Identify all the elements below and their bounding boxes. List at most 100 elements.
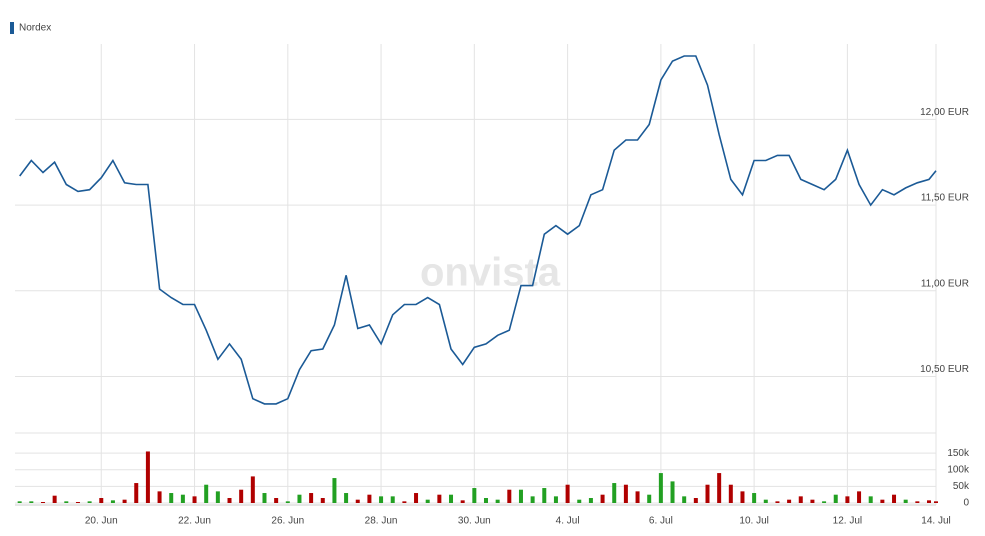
volume-bar — [588, 498, 593, 503]
volume-bar — [297, 494, 302, 503]
x-tick-label: 4. Jul — [556, 516, 580, 527]
x-tick-label: 12. Jul — [833, 516, 862, 527]
volume-bar — [402, 501, 407, 503]
volume-bar — [425, 499, 430, 503]
volume-bar — [122, 499, 127, 503]
volume-bar — [40, 502, 45, 503]
volume-bar — [647, 494, 652, 503]
volume-bar — [145, 451, 150, 503]
volume-bar — [822, 501, 827, 503]
volume-bar — [344, 493, 349, 503]
volume-bar — [553, 496, 558, 503]
volume-bar — [810, 499, 815, 503]
volume-bar — [752, 493, 757, 503]
volume-bar — [542, 488, 547, 503]
volume-bar — [367, 494, 372, 503]
x-tick-label: 30. Jun — [458, 516, 491, 527]
volume-bar — [29, 501, 34, 503]
x-tick-label: 22. Jun — [178, 516, 211, 527]
volume-bar — [705, 484, 710, 503]
y-tick-label: 10,50 EUR — [920, 364, 969, 375]
volume-bar — [833, 494, 838, 503]
y-tick-label: 50k — [953, 481, 970, 492]
volume-bar — [379, 496, 384, 503]
volume-bar — [285, 501, 290, 503]
volume-bar — [250, 476, 255, 503]
y-tick-label: 11,00 EUR — [921, 278, 969, 289]
volume-bar — [623, 484, 628, 503]
volume-bar — [857, 491, 862, 503]
volume-bar — [180, 494, 185, 503]
volume-bar — [845, 496, 850, 503]
volume-bar — [99, 498, 104, 503]
y-tick-label: 0 — [963, 498, 969, 509]
volume-bar — [204, 484, 209, 503]
volume-bar — [565, 484, 570, 503]
volume-bar — [169, 493, 174, 503]
volume-bar — [763, 499, 768, 503]
volume-bar — [658, 473, 663, 503]
volume-bar — [227, 498, 232, 503]
volume-bar — [635, 491, 640, 503]
x-tick-label: 26. Jun — [271, 516, 304, 527]
watermark: onvista — [420, 251, 561, 295]
volume-bar — [17, 501, 22, 503]
volume-bar — [518, 489, 523, 503]
y-tick-label: 12,00 EUR — [920, 107, 969, 118]
x-tick-label: 10. Jul — [739, 516, 768, 527]
volume-bar — [75, 502, 80, 503]
x-tick-label: 14. Jul — [921, 516, 950, 527]
volume-bar — [530, 496, 535, 503]
volume-bar — [472, 488, 477, 503]
legend-swatch — [10, 22, 14, 34]
volume-bar — [320, 498, 325, 503]
y-tick-label: 150k — [947, 448, 970, 459]
volume-bar — [414, 493, 419, 503]
volume-bar — [903, 499, 908, 503]
volume-bar — [507, 489, 512, 503]
volume-bar — [798, 496, 803, 503]
volume-bar — [682, 496, 687, 503]
volume-bar — [87, 501, 92, 503]
volume-bar — [262, 493, 267, 503]
volume-bar — [110, 500, 115, 503]
volume-bar — [787, 499, 792, 503]
y-tick-label: 11,50 EUR — [921, 193, 969, 204]
volume-bar — [52, 495, 57, 503]
volume-bar — [192, 496, 197, 503]
volume-bar — [239, 489, 244, 503]
x-tick-label: 28. Jun — [365, 516, 398, 527]
volume-bar — [309, 493, 314, 503]
volume-bar — [728, 484, 733, 503]
volume-bar — [934, 501, 938, 503]
price-line — [19, 55, 937, 405]
volume-bar — [880, 499, 885, 503]
volume-bar — [495, 499, 500, 503]
volume-bar — [274, 498, 279, 503]
volume-bar — [868, 496, 873, 503]
volume-bar — [927, 500, 932, 503]
volume-bar — [355, 499, 360, 503]
y-tick-label: 100k — [947, 464, 970, 475]
volume-bar — [892, 494, 897, 503]
volume-bar — [670, 481, 675, 503]
volume-bar — [437, 494, 442, 503]
x-tick-label: 20. Jun — [85, 516, 118, 527]
legend-label: Nordex — [19, 23, 51, 34]
x-tick-label: 6. Jul — [649, 516, 673, 527]
volume-bar — [577, 499, 582, 503]
volume-bar — [460, 500, 465, 503]
volume-bar — [915, 501, 920, 503]
volume-bar — [600, 494, 605, 503]
volume-bar — [740, 491, 745, 503]
volume-bar — [390, 496, 395, 503]
volume-bar — [157, 491, 162, 503]
volume-bar — [483, 498, 488, 503]
volume-bar — [717, 473, 722, 503]
volume-bar — [134, 483, 139, 503]
volume-bar — [64, 501, 69, 503]
volume-bar — [449, 494, 454, 503]
volume-bar — [693, 498, 698, 503]
volume-bar — [612, 483, 617, 503]
